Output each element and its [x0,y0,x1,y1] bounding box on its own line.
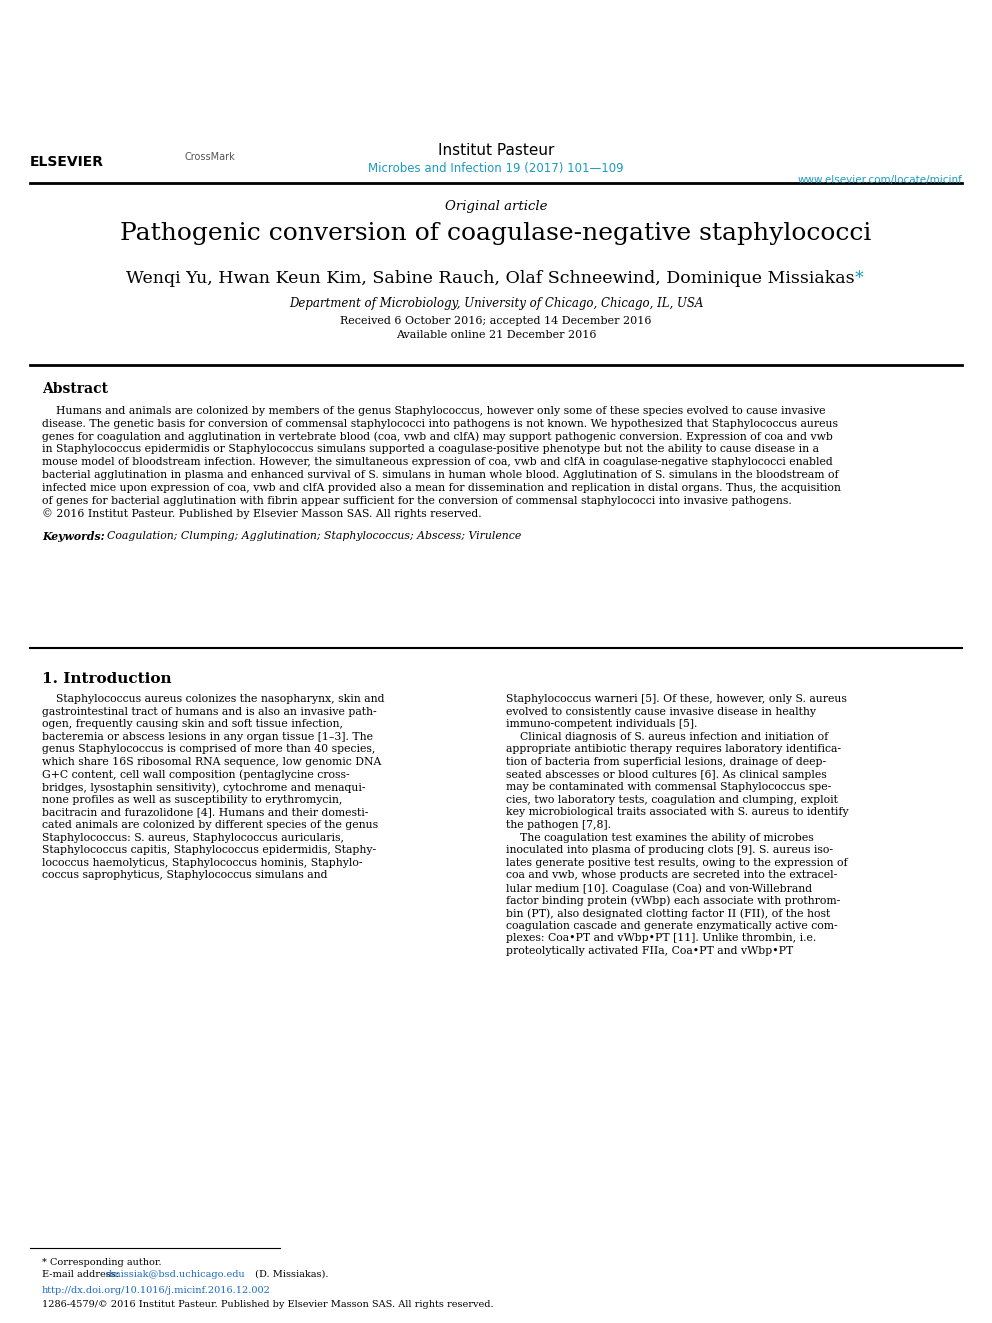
Text: 1286-4579/© 2016 Institut Pasteur. Published by Elsevier Masson SAS. All rights : 1286-4579/© 2016 Institut Pasteur. Publi… [42,1301,494,1308]
Text: Humans and animals are colonized by members of the genus Staphylococcus, however: Humans and animals are colonized by memb… [42,406,825,415]
Text: Microbes and Infection 19 (2017) 101—109: Microbes and Infection 19 (2017) 101—109 [368,161,624,175]
Text: lates generate positive test results, owing to the expression of: lates generate positive test results, ow… [506,857,847,868]
Text: Clinical diagnosis of S. aureus infection and initiation of: Clinical diagnosis of S. aureus infectio… [506,732,828,742]
Text: Pathogenic conversion of coagulase-negative staphylococci: Pathogenic conversion of coagulase-negat… [120,222,872,245]
Text: Staphylococcus capitis, Staphylococcus epidermidis, Staphy-: Staphylococcus capitis, Staphylococcus e… [42,845,376,855]
Text: bin (PT), also designated clotting factor II (FII), of the host: bin (PT), also designated clotting facto… [506,908,830,918]
Text: Abstract: Abstract [42,382,108,396]
Text: Original article: Original article [444,200,548,213]
Text: G+C content, cell wall composition (pentaglycine cross-: G+C content, cell wall composition (pent… [42,770,349,781]
Text: lococcus haemolyticus, Staphylococcus hominis, Staphylo-: lococcus haemolyticus, Staphylococcus ho… [42,857,362,868]
Text: Received 6 October 2016; accepted 14 December 2016: Received 6 October 2016; accepted 14 Dec… [340,316,652,325]
Text: Keywords:: Keywords: [42,532,108,542]
Text: Department of Microbiology, University of Chicago, Chicago, IL, USA: Department of Microbiology, University o… [289,296,703,310]
Text: plexes: Coa•PT and vWbp•PT [11]. Unlike thrombin, i.e.: plexes: Coa•PT and vWbp•PT [11]. Unlike … [506,934,816,943]
Text: proteolytically activated FIIa, Coa•PT and vWbp•PT: proteolytically activated FIIa, Coa•PT a… [506,946,794,957]
Text: may be contaminated with commensal Staphylococcus spe-: may be contaminated with commensal Staph… [506,782,831,792]
Text: in Staphylococcus epidermidis or Staphylococcus simulans supported a coagulase-p: in Staphylococcus epidermidis or Staphyl… [42,445,819,454]
Text: Staphylococcus: S. aureus, Staphylococcus auricularis,: Staphylococcus: S. aureus, Staphylococcu… [42,832,344,843]
Text: E-mail address:: E-mail address: [42,1270,122,1279]
Text: appropriate antibiotic therapy requires laboratory identifica-: appropriate antibiotic therapy requires … [506,745,841,754]
Text: seated abscesses or blood cultures [6]. As clinical samples: seated abscesses or blood cultures [6]. … [506,770,826,779]
Text: genus Staphylococcus is comprised of more than 40 species,: genus Staphylococcus is comprised of mor… [42,745,375,754]
Text: genes for coagulation and agglutination in vertebrate blood (coa, vwb and clfA) : genes for coagulation and agglutination … [42,431,833,442]
Text: CrossMark: CrossMark [185,152,235,161]
Text: none profiles as well as susceptibility to erythromycin,: none profiles as well as susceptibility … [42,795,342,804]
Text: dmissiak@bsd.uchicago.edu: dmissiak@bsd.uchicago.edu [105,1270,245,1279]
Text: http://dx.doi.org/10.1016/j.micinf.2016.12.002: http://dx.doi.org/10.1016/j.micinf.2016.… [42,1286,271,1295]
Text: disease. The genetic basis for conversion of commensal staphylococci into pathog: disease. The genetic basis for conversio… [42,419,838,429]
Text: Wenqi Yu, Hwan Keun Kim, Sabine Rauch, Olaf Schneewind, Dominique Missiakas: Wenqi Yu, Hwan Keun Kim, Sabine Rauch, O… [126,270,854,287]
Text: Staphylococcus warneri [5]. Of these, however, only S. aureus: Staphylococcus warneri [5]. Of these, ho… [506,695,847,704]
Text: of genes for bacterial agglutination with fibrin appear sufficient for the conve: of genes for bacterial agglutination wit… [42,496,792,505]
Text: cies, two laboratory tests, coagulation and clumping, exploit: cies, two laboratory tests, coagulation … [506,795,838,804]
Text: Coagulation; Clumping; Agglutination; Staphylococcus; Abscess; Virulence: Coagulation; Clumping; Agglutination; St… [107,532,521,541]
Text: ELSEVIER: ELSEVIER [30,155,104,169]
Text: gastrointestinal tract of humans and is also an invasive path-: gastrointestinal tract of humans and is … [42,706,377,717]
Text: tion of bacteria from superficial lesions, drainage of deep-: tion of bacteria from superficial lesion… [506,757,826,767]
Text: lular medium [10]. Coagulase (Coa) and von-Willebrand: lular medium [10]. Coagulase (Coa) and v… [506,882,812,893]
Text: cated animals are colonized by different species of the genus: cated animals are colonized by different… [42,820,378,830]
Text: bacitracin and furazolidone [4]. Humans and their domesti-: bacitracin and furazolidone [4]. Humans … [42,807,368,818]
Text: immuno-competent individuals [5].: immuno-competent individuals [5]. [506,720,697,729]
Text: factor binding protein (vWbp) each associate with prothrom-: factor binding protein (vWbp) each assoc… [506,896,840,906]
Text: inoculated into plasma of producing clots [9]. S. aureus iso-: inoculated into plasma of producing clot… [506,845,833,855]
Text: key microbiological traits associated with S. aureus to identify: key microbiological traits associated wi… [506,807,848,818]
Text: coa and vwb, whose products are secreted into the extracel-: coa and vwb, whose products are secreted… [506,871,837,880]
Text: infected mice upon expression of coa, vwb and clfA provided also a mean for diss: infected mice upon expression of coa, vw… [42,483,841,492]
Text: the pathogen [7,8].: the pathogen [7,8]. [506,820,611,830]
Text: which share 16S ribosomal RNA sequence, low genomic DNA: which share 16S ribosomal RNA sequence, … [42,757,381,767]
Text: Institut Pasteur: Institut Pasteur [437,143,555,157]
Text: coccus saprophyticus, Staphylococcus simulans and: coccus saprophyticus, Staphylococcus sim… [42,871,327,880]
Text: bacteremia or abscess lesions in any organ tissue [1–3]. The: bacteremia or abscess lesions in any org… [42,732,373,742]
Text: ogen, frequently causing skin and soft tissue infection,: ogen, frequently causing skin and soft t… [42,720,343,729]
Text: bridges, lysostaphin sensitivity), cytochrome and menaqui-: bridges, lysostaphin sensitivity), cytoc… [42,782,365,792]
Text: www.elsevier.com/locate/micinf: www.elsevier.com/locate/micinf [798,175,962,185]
Text: © 2016 Institut Pasteur. Published by Elsevier Masson SAS. All rights reserved.: © 2016 Institut Pasteur. Published by El… [42,508,482,519]
Text: (D. Missiakas).: (D. Missiakas). [252,1270,328,1279]
Text: coagulation cascade and generate enzymatically active com-: coagulation cascade and generate enzymat… [506,921,837,931]
Text: bacterial agglutination in plasma and enhanced survival of S. simulans in human : bacterial agglutination in plasma and en… [42,470,838,480]
Text: evolved to consistently cause invasive disease in healthy: evolved to consistently cause invasive d… [506,706,816,717]
Text: 1. Introduction: 1. Introduction [42,672,172,687]
Text: *: * [855,270,864,287]
Text: mouse model of bloodstream infection. However, the simultaneous expression of co: mouse model of bloodstream infection. Ho… [42,458,832,467]
Text: * Corresponding author.: * Corresponding author. [42,1258,162,1267]
Text: Available online 21 December 2016: Available online 21 December 2016 [396,329,596,340]
Text: Staphylococcus aureus colonizes the nasopharynx, skin and: Staphylococcus aureus colonizes the naso… [42,695,385,704]
Text: The coagulation test examines the ability of microbes: The coagulation test examines the abilit… [506,832,813,843]
